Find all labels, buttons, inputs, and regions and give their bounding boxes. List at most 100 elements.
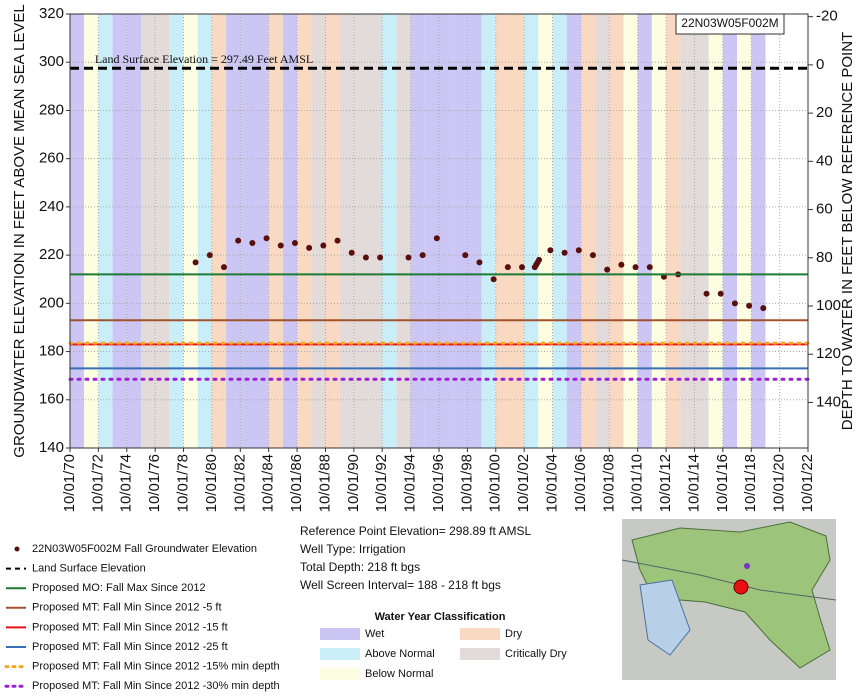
data-point (221, 264, 227, 270)
x-tick-label: 10/01/10 (629, 454, 646, 512)
y-tick-label: 300 (39, 53, 64, 70)
y2-tick-label: -20 (816, 8, 838, 25)
water-year-band (382, 14, 396, 448)
y-tick-label: 260 (39, 150, 64, 167)
water-year-band (467, 14, 481, 448)
legend-label: Proposed MT: Fall Min Since 2012 -25 ft (32, 641, 228, 653)
water-year-band (113, 14, 127, 448)
water-year-band (198, 14, 212, 448)
water-year-label: Above Normal (365, 648, 435, 660)
well-info: Well Type: Irrigation (300, 542, 406, 556)
x-tick-label: 10/01/00 (487, 454, 504, 512)
water-year-band (439, 14, 453, 448)
well-location (734, 580, 748, 594)
water-year-swatch (320, 668, 360, 680)
water-year-band (340, 14, 354, 448)
data-point (732, 300, 738, 306)
data-point (633, 264, 639, 270)
x-tick-label: 10/01/16 (714, 454, 731, 512)
data-point (618, 262, 624, 268)
x-tick-label: 10/01/76 (146, 454, 163, 512)
y2-tick-label: 120 (816, 345, 841, 362)
y-tick-label: 220 (39, 246, 64, 263)
data-point (746, 303, 752, 309)
x-tick-label: 10/01/82 (231, 454, 248, 512)
y2-tick-label: 80 (816, 249, 833, 266)
data-point (647, 264, 653, 270)
water-year-band (325, 14, 339, 448)
water-year-label: Wet (365, 628, 384, 640)
data-point (420, 252, 426, 258)
y-tick-label: 160 (39, 391, 64, 408)
water-year-band (538, 14, 552, 448)
data-point (760, 305, 766, 311)
y2-tick-label: 140 (816, 393, 841, 410)
water-year-band (70, 14, 84, 448)
y-axis-label: GROUNDWATER ELEVATION IN FEET ABOVE MEAN… (11, 4, 28, 457)
data-point (306, 245, 312, 251)
legend-label: Proposed MT: Fall Min Since 2012 -30% mi… (32, 680, 280, 692)
well-label: 22N03W05F002M (681, 16, 778, 30)
water-year-band (169, 14, 183, 448)
water-year-band (751, 14, 765, 448)
water-year-band (297, 14, 311, 448)
water-year-band (155, 14, 169, 448)
water-year-band (226, 14, 240, 448)
data-point (505, 264, 511, 270)
x-tick-label: 10/01/86 (288, 454, 305, 512)
legend-label: Land Surface Elevation (32, 563, 146, 575)
water-year-swatch (320, 648, 360, 660)
y2-tick-label: 100 (816, 297, 841, 314)
x-tick-label: 10/01/74 (118, 454, 135, 512)
y2-axis-label: DEPTH TO WATER IN FEET BELOW REFERENCE P… (839, 32, 856, 430)
water-year-label: Critically Dry (505, 648, 567, 660)
y-tick-label: 200 (39, 294, 64, 311)
water-year-band (581, 14, 595, 448)
x-tick-label: 10/01/84 (260, 454, 277, 512)
x-tick-label: 10/01/94 (402, 454, 419, 512)
data-point (193, 259, 199, 265)
x-tick-label: 10/01/06 (572, 454, 589, 512)
data-point (536, 257, 542, 263)
water-year-band (425, 14, 439, 448)
water-year-band (411, 14, 425, 448)
x-tick-label: 10/01/80 (203, 454, 220, 512)
water-year-band (510, 14, 524, 448)
data-point (604, 267, 610, 273)
water-year-band (311, 14, 325, 448)
x-tick-label: 10/01/14 (685, 454, 702, 512)
data-point (491, 276, 497, 282)
legend-label: 22N03W05F002M Fall Groundwater Elevation (32, 543, 257, 555)
water-year-band (84, 14, 98, 448)
water-year-band (255, 14, 269, 448)
data-point (519, 264, 525, 270)
data-point (576, 247, 582, 253)
water-year-band (283, 14, 297, 448)
legend-label: Proposed MT: Fall Min Since 2012 -5 ft (32, 602, 222, 614)
water-year-band (496, 14, 510, 448)
data-point (363, 255, 369, 261)
y-tick-label: 180 (39, 343, 64, 360)
water-year-band (609, 14, 623, 448)
water-year-band (184, 14, 198, 448)
water-year-title: Water Year Classification (375, 611, 506, 623)
water-year-band (354, 14, 368, 448)
x-tick-label: 10/01/72 (89, 454, 106, 512)
water-year-swatch (460, 648, 500, 660)
x-tick-label: 10/01/78 (175, 454, 192, 512)
water-year-band (127, 14, 141, 448)
data-point (462, 252, 468, 258)
legend-label: Proposed MT: Fall Min Since 2012 -15 ft (32, 621, 228, 633)
x-tick-label: 10/01/92 (373, 454, 390, 512)
chart: GROUNDWATER ELEVATION IN FEET ABOVE MEAN… (0, 0, 857, 698)
water-year-band (723, 14, 737, 448)
water-year-bands (70, 14, 765, 448)
map-point (744, 563, 750, 569)
x-tick-label: 10/01/98 (458, 454, 475, 512)
data-point (235, 238, 241, 244)
data-point (476, 259, 482, 265)
water-year-label: Dry (505, 628, 523, 640)
water-year-band (595, 14, 609, 448)
water-year-band (482, 14, 496, 448)
y2-tick-label: 40 (816, 152, 833, 169)
